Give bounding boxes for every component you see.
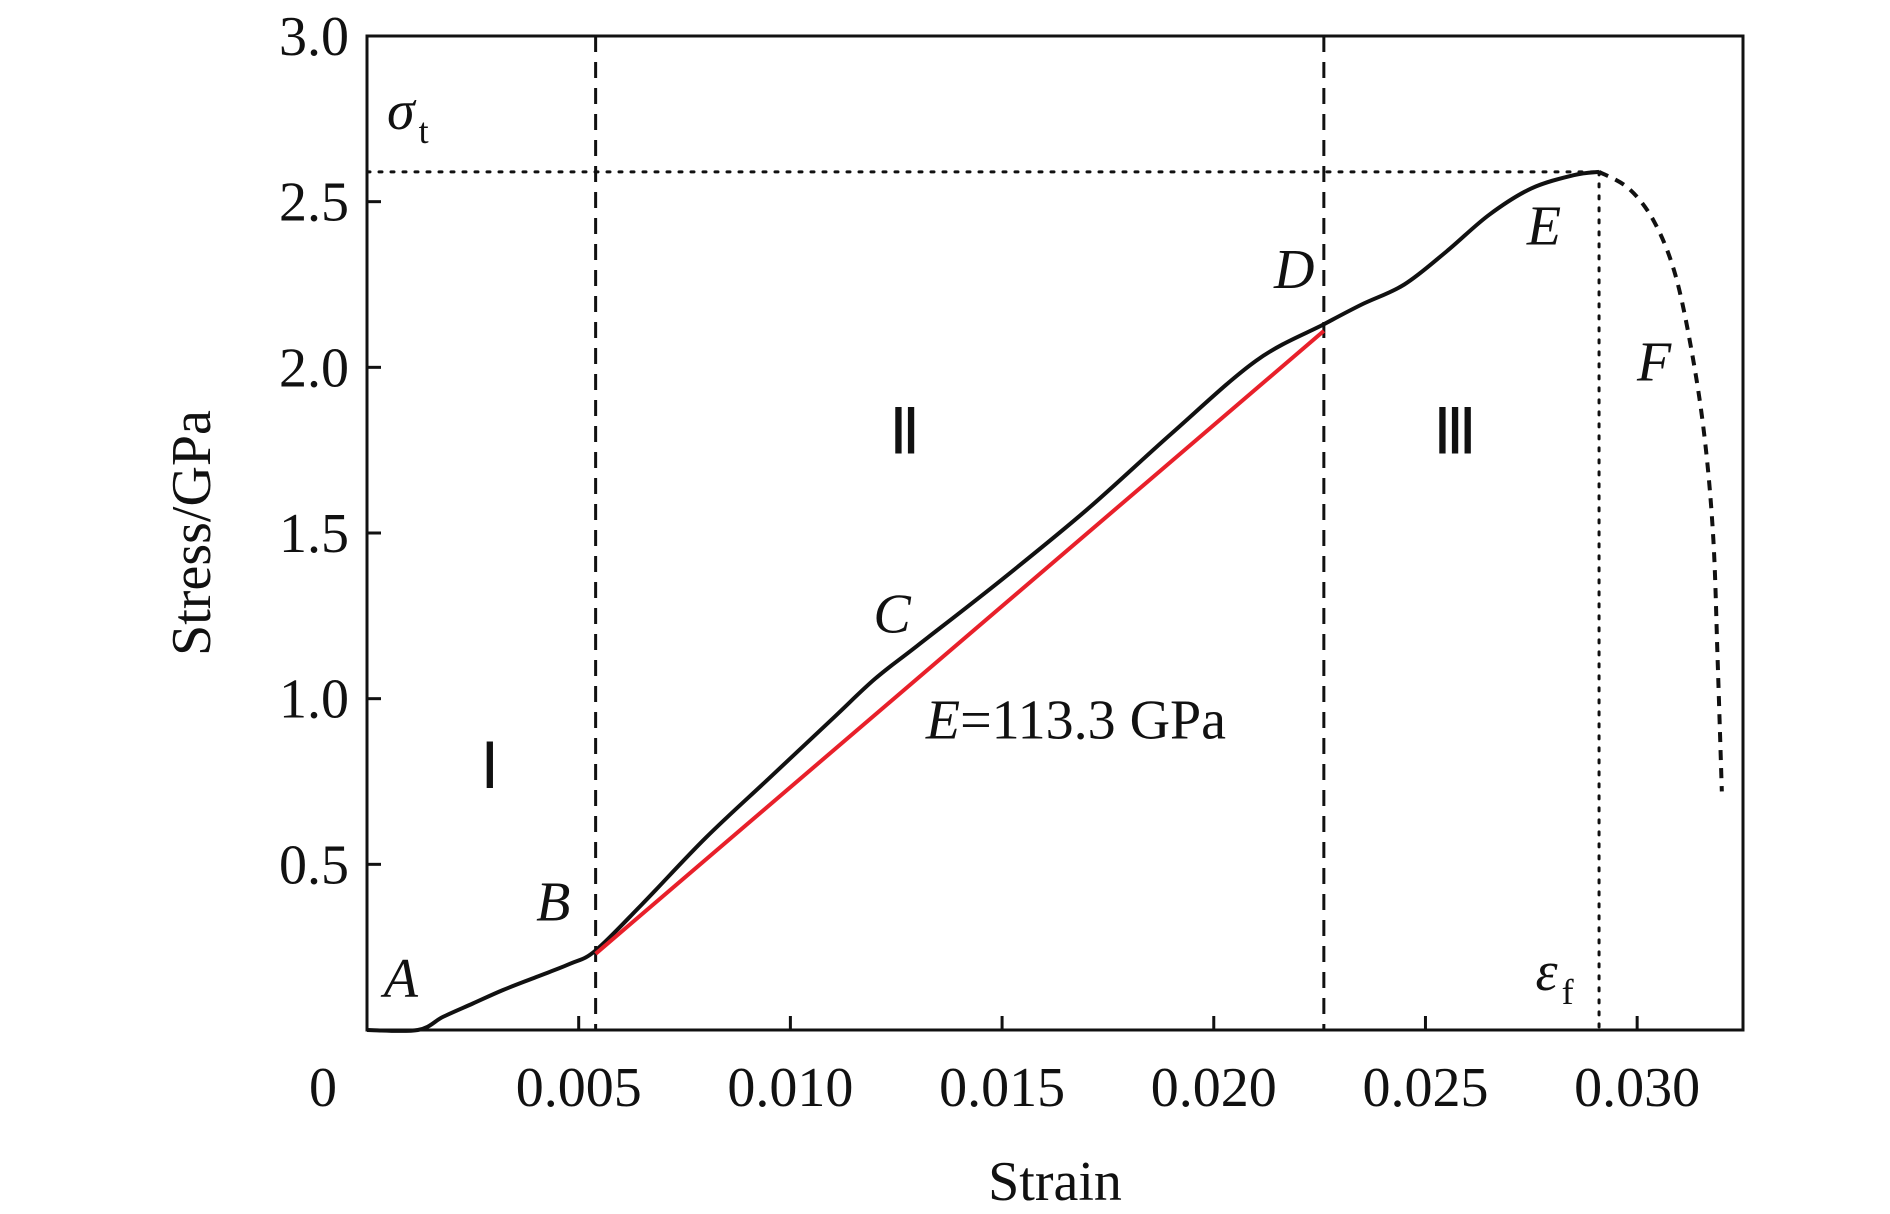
- plot-labels: A B C D E F Ⅰ Ⅱ Ⅲ: [380, 196, 1672, 1010]
- point-label-e: E: [1526, 196, 1561, 258]
- modulus-value: =113.3 GPa: [960, 689, 1226, 751]
- epsilon-subscript: f: [1562, 972, 1574, 1012]
- y-tick-label: 0.5: [279, 834, 349, 896]
- x-tick-label: 0.030: [1574, 1057, 1700, 1119]
- x-tick-label: 0.020: [1151, 1057, 1277, 1119]
- region-label-2: Ⅱ: [889, 396, 921, 467]
- x-tick-label: 0.015: [939, 1057, 1065, 1119]
- x-tick-label: 0: [309, 1057, 337, 1119]
- point-label-f: F: [1636, 332, 1672, 394]
- epsilon-symbol: ε: [1536, 941, 1559, 1003]
- series-layer: [366, 169, 1724, 1033]
- point-label-d: D: [1273, 239, 1314, 301]
- region-label-3: Ⅲ: [1433, 396, 1477, 467]
- y-tick-label: 2.5: [279, 172, 349, 234]
- x-tick-label: 0.005: [516, 1057, 642, 1119]
- x-tick-label: 0.025: [1362, 1057, 1488, 1119]
- y-tick-label: 1.0: [279, 669, 349, 731]
- y-tick-label: 3.0: [279, 6, 349, 68]
- stress-strain-curve: [366, 169, 1600, 1033]
- post-peak-curve: [1598, 170, 1724, 792]
- point-label-a: A: [380, 948, 419, 1010]
- x-axis-title: Strain: [988, 1151, 1122, 1213]
- y-axis-title: Stress/GPa: [161, 410, 223, 656]
- x-tick-label: 0.010: [727, 1057, 853, 1119]
- elastic-fit-line: [594, 329, 1326, 956]
- modulus-symbol: E: [925, 689, 960, 751]
- modulus-annotation: E=113.3 GPa: [925, 689, 1226, 751]
- y-tick-label: 2.0: [279, 337, 349, 399]
- y-tick-label: 1.5: [279, 503, 349, 565]
- axis-ticks: 0 0.005 0.010 0.015 0.020 0.025 0.030 0.5 1.0 1.5…: [279, 6, 1700, 1119]
- sigma-symbol: σ: [387, 80, 417, 142]
- point-label-b: B: [536, 872, 570, 934]
- region-label-1: Ⅰ: [480, 731, 499, 802]
- point-label-c: C: [873, 583, 911, 645]
- reference-lines: [365, 36, 1601, 1032]
- sigma-subscript: t: [419, 111, 429, 151]
